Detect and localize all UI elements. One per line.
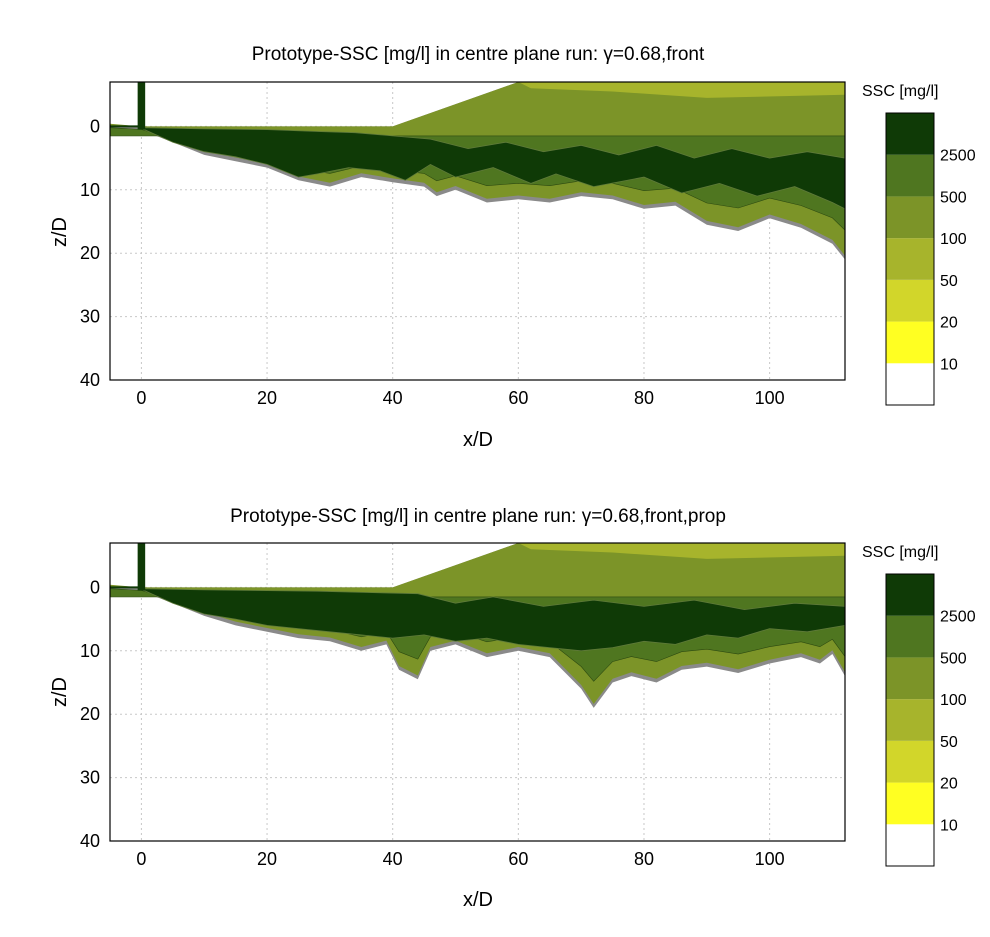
colorbar-swatch bbox=[886, 113, 934, 155]
contour-level-50 bbox=[518, 82, 845, 98]
x-tick-labels: 0 20 40 60 80 100 bbox=[136, 849, 784, 869]
y-tick-label: 40 bbox=[80, 370, 100, 390]
colorbar-tick-label: 20 bbox=[940, 315, 958, 332]
colorbar-tick-label: 10 bbox=[940, 817, 958, 834]
colorbar-tick-label: 500 bbox=[940, 650, 967, 667]
y-tick-label: 10 bbox=[80, 641, 100, 661]
x-tick-label: 60 bbox=[508, 388, 528, 408]
colorbar-tick-label: 20 bbox=[940, 776, 958, 793]
y-tick-label: 20 bbox=[80, 243, 100, 263]
contour-level-2500 bbox=[140, 127, 846, 210]
colorbar-swatch bbox=[886, 657, 934, 700]
contour-fills bbox=[109, 82, 846, 260]
y-tick-label: 40 bbox=[80, 831, 100, 851]
y-tick-label: 10 bbox=[80, 180, 100, 200]
colorbar-swatch bbox=[886, 154, 934, 197]
colorbar-swatch bbox=[886, 238, 934, 280]
colorbar-frame bbox=[885, 112, 935, 406]
colorbar-title: SSC [mg/l] bbox=[862, 544, 938, 561]
colorbar-tick-label: 100 bbox=[940, 231, 967, 248]
colorbar-tick-label: 50 bbox=[940, 734, 958, 751]
y-axis-label: z/D bbox=[49, 217, 71, 247]
contour-panel-bottom: Prototype-SSC [mg/l] in centre plane run… bbox=[49, 506, 976, 911]
plot-area-frame bbox=[109, 542, 846, 842]
chart-title: Prototype-SSC [mg/l] in centre plane run… bbox=[230, 506, 726, 527]
x-tick-label: 100 bbox=[755, 388, 785, 408]
contour-level-2500 bbox=[140, 588, 846, 652]
colorbar-tick-label: 2500 bbox=[940, 609, 976, 626]
outfall-pipe bbox=[137, 82, 146, 130]
contour-fills bbox=[109, 543, 846, 708]
outfall-pipe bbox=[137, 543, 146, 591]
y-tick-label: 0 bbox=[90, 116, 100, 136]
x-tick-label: 0 bbox=[136, 388, 146, 408]
plot-area-frame bbox=[109, 81, 846, 381]
x-axis-label: x/D bbox=[463, 889, 493, 911]
colorbar-swatch bbox=[886, 615, 934, 658]
x-tick-label: 80 bbox=[634, 388, 654, 408]
x-tick-label: 100 bbox=[755, 849, 785, 869]
colorbar-tick-label: 50 bbox=[940, 273, 958, 290]
contour-panel-top: Prototype-SSC [mg/l] in centre plane run… bbox=[49, 44, 976, 451]
colorbar-tick-label: 500 bbox=[940, 189, 967, 206]
y-tick-label: 20 bbox=[80, 704, 100, 724]
colorbar-swatch bbox=[886, 321, 934, 364]
colorbar-swatch bbox=[886, 196, 934, 239]
y-tick-label: 0 bbox=[90, 577, 100, 597]
y-tick-labels: 0 10 20 30 40 bbox=[80, 116, 100, 390]
colorbar-swatch bbox=[886, 574, 934, 616]
x-axis-label: x/D bbox=[463, 429, 493, 451]
x-tick-label: 0 bbox=[136, 849, 146, 869]
colorbar-tick-label: 100 bbox=[940, 692, 967, 709]
x-tick-label: 20 bbox=[257, 388, 277, 408]
y-tick-label: 30 bbox=[80, 768, 100, 788]
colorbar-tick-label: 10 bbox=[940, 356, 958, 373]
x-tick-label: 80 bbox=[634, 849, 654, 869]
colorbar-swatch bbox=[886, 699, 934, 741]
x-tick-label: 40 bbox=[383, 849, 403, 869]
colorbar-swatch bbox=[886, 740, 934, 783]
x-tick-labels: 0 20 40 60 80 100 bbox=[136, 388, 784, 408]
colorbar-swatch bbox=[886, 824, 934, 866]
colorbar-swatch bbox=[886, 782, 934, 825]
x-tick-label: 40 bbox=[383, 388, 403, 408]
colorbar: 10 20 50 100 500 2500 bbox=[885, 573, 976, 867]
colorbar-title: SSC [mg/l] bbox=[862, 83, 938, 100]
y-tick-labels: 0 10 20 30 40 bbox=[80, 577, 100, 851]
colorbar: 10 20 50 100 500 2500 bbox=[885, 112, 976, 406]
y-axis-label: z/D bbox=[49, 677, 71, 707]
contour-level-50 bbox=[518, 543, 845, 559]
colorbar-swatch bbox=[886, 363, 934, 405]
x-tick-label: 20 bbox=[257, 849, 277, 869]
colorbar-tick-label: 2500 bbox=[940, 148, 976, 165]
colorbar-frame bbox=[885, 573, 935, 867]
y-tick-label: 30 bbox=[80, 307, 100, 327]
x-tick-label: 60 bbox=[508, 849, 528, 869]
colorbar-swatch bbox=[886, 279, 934, 322]
chart-title: Prototype-SSC [mg/l] in centre plane run… bbox=[252, 44, 705, 65]
